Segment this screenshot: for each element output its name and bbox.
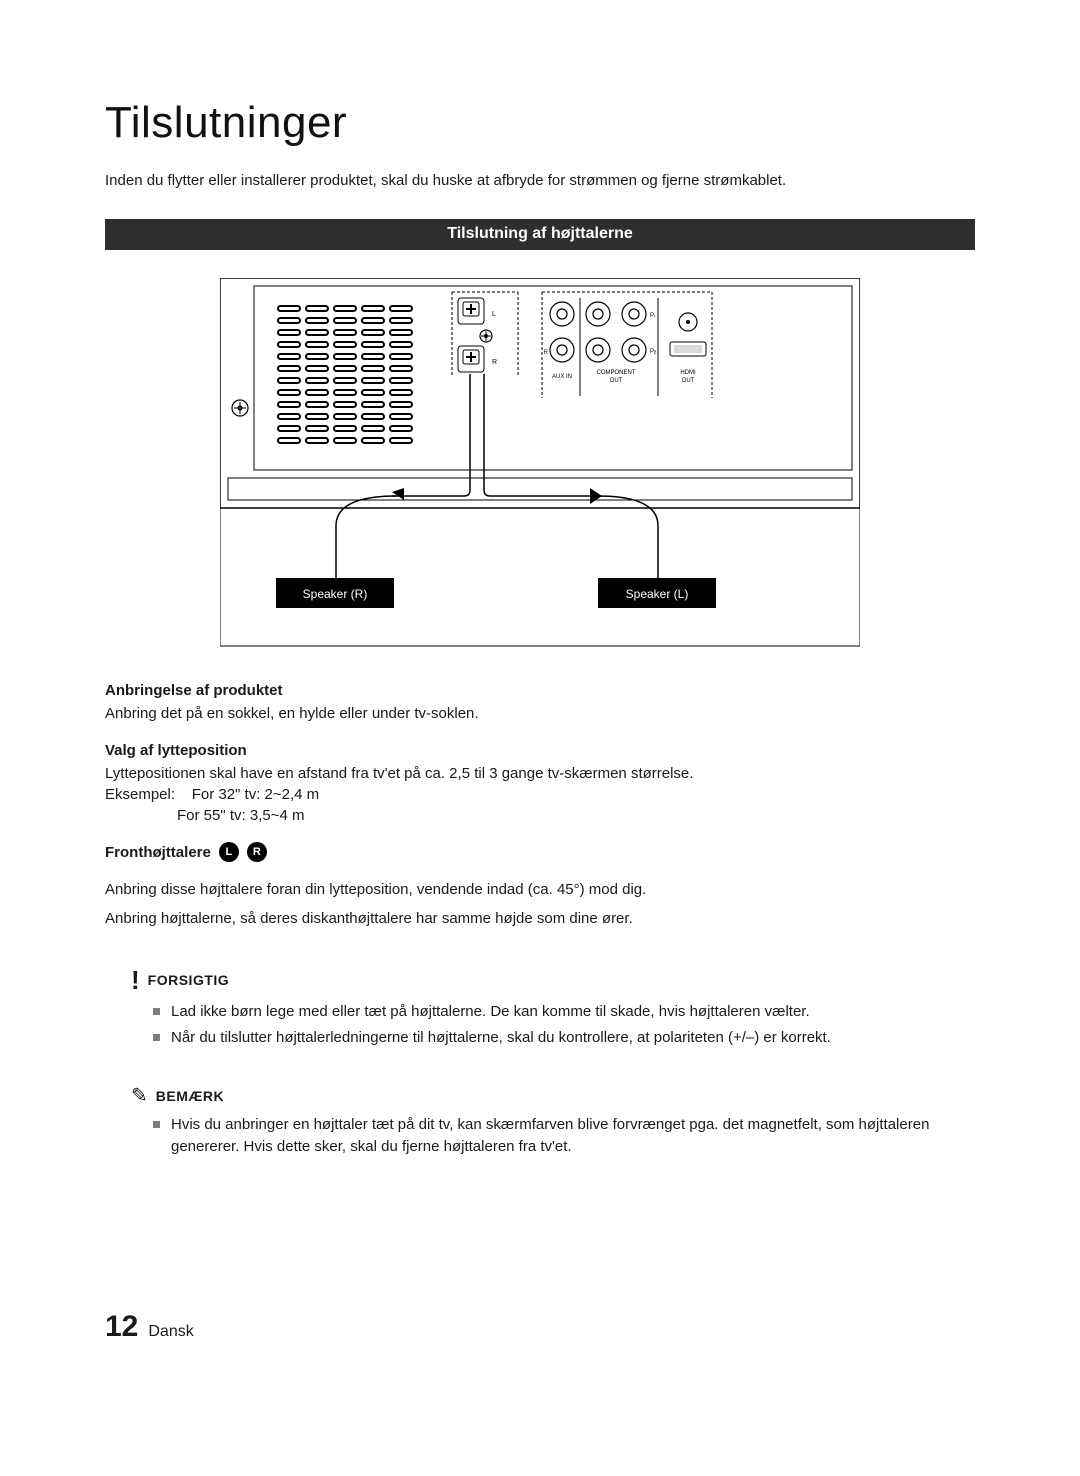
caution-icon: ! [131, 967, 140, 993]
note-block: ✎ BEMÆRK Hvis du anbringer en højttaler … [105, 1086, 975, 1159]
speaker-terminal-icon: L R [452, 292, 518, 376]
front-speakers-row: Fronthøjttalere L R [105, 842, 975, 862]
example-line-1: For 32" tv: 2~2,4 m [192, 786, 319, 803]
vent-grille-icon [278, 306, 412, 443]
caution-item: Når du tilslutter højttalerledningerne t… [153, 1027, 975, 1050]
connection-diagram: L R R [105, 278, 975, 648]
note-item: Hvis du anbringer en højttaler tæt på di… [153, 1114, 975, 1159]
svg-text:HDMI: HDMI [680, 370, 696, 376]
caution-item: Lad ikke børn lege med eller tæt på højt… [153, 1001, 975, 1024]
svg-text:L: L [492, 311, 496, 318]
note-icon: ✎ [131, 1086, 148, 1106]
placement-body: Anbring det på en sokkel, en hylde eller… [105, 703, 975, 724]
svg-text:OUT: OUT [610, 378, 623, 384]
svg-text:R: R [492, 359, 497, 366]
page-number: 12 [105, 1310, 138, 1344]
svg-text:OUT: OUT [682, 378, 695, 384]
front-paragraph-2: Anbring højttalerne, så deres diskanthøj… [105, 907, 975, 930]
badge-r-icon: R [247, 842, 267, 862]
subhead-placement: Anbringelse af produktet [105, 682, 975, 699]
section-bar: Tilslutning af højttalerne [105, 219, 975, 250]
rear-panel-svg: L R R [220, 278, 860, 648]
note-list: Hvis du anbringer en højttaler tæt på di… [105, 1114, 975, 1159]
example-label: Eksempel: [105, 786, 175, 803]
svg-text:AUX IN: AUX IN [552, 374, 572, 380]
front-speakers-label: Fronthøjttalere [105, 844, 211, 861]
example-line-2: For 55" tv: 3,5~4 m [105, 805, 975, 826]
front-paragraph-1: Anbring disse højttalere foran din lytte… [105, 878, 975, 901]
page-title: Tilslutninger [105, 98, 975, 148]
svg-text:COMPONENT: COMPONENT [597, 370, 636, 376]
manual-page: Tilslutninger Inden du flytter eller ins… [105, 98, 975, 1163]
page-footer: 12 Dansk [105, 1310, 194, 1344]
caution-block: ! FORSIGTIG Lad ikke børn lege med eller… [105, 967, 975, 1050]
av-ports-icon: R Pᵣ Pᵦ [542, 292, 712, 398]
listening-body: Lyttepositionen skal have en afstand fra… [105, 763, 975, 784]
note-title: BEMÆRK [156, 1088, 224, 1104]
listening-example: Eksempel: For 32" tv: 2~2,4 m [105, 784, 975, 805]
subhead-listening: Valg af lytteposition [105, 742, 975, 759]
svg-text:Pᵦ: Pᵦ [650, 349, 657, 355]
page-language: Dansk [148, 1323, 193, 1341]
caution-title: FORSIGTIG [148, 972, 230, 988]
svg-text:Speaker (R): Speaker (R) [303, 587, 368, 601]
caution-list: Lad ikke børn lege med eller tæt på højt… [105, 1001, 975, 1050]
badge-l-icon: L [219, 842, 239, 862]
intro-text: Inden du flytter eller installerer produ… [105, 170, 975, 191]
svg-text:Speaker (L): Speaker (L) [626, 587, 689, 601]
svg-text:R: R [544, 350, 549, 356]
svg-text:Pᵣ: Pᵣ [650, 313, 656, 319]
